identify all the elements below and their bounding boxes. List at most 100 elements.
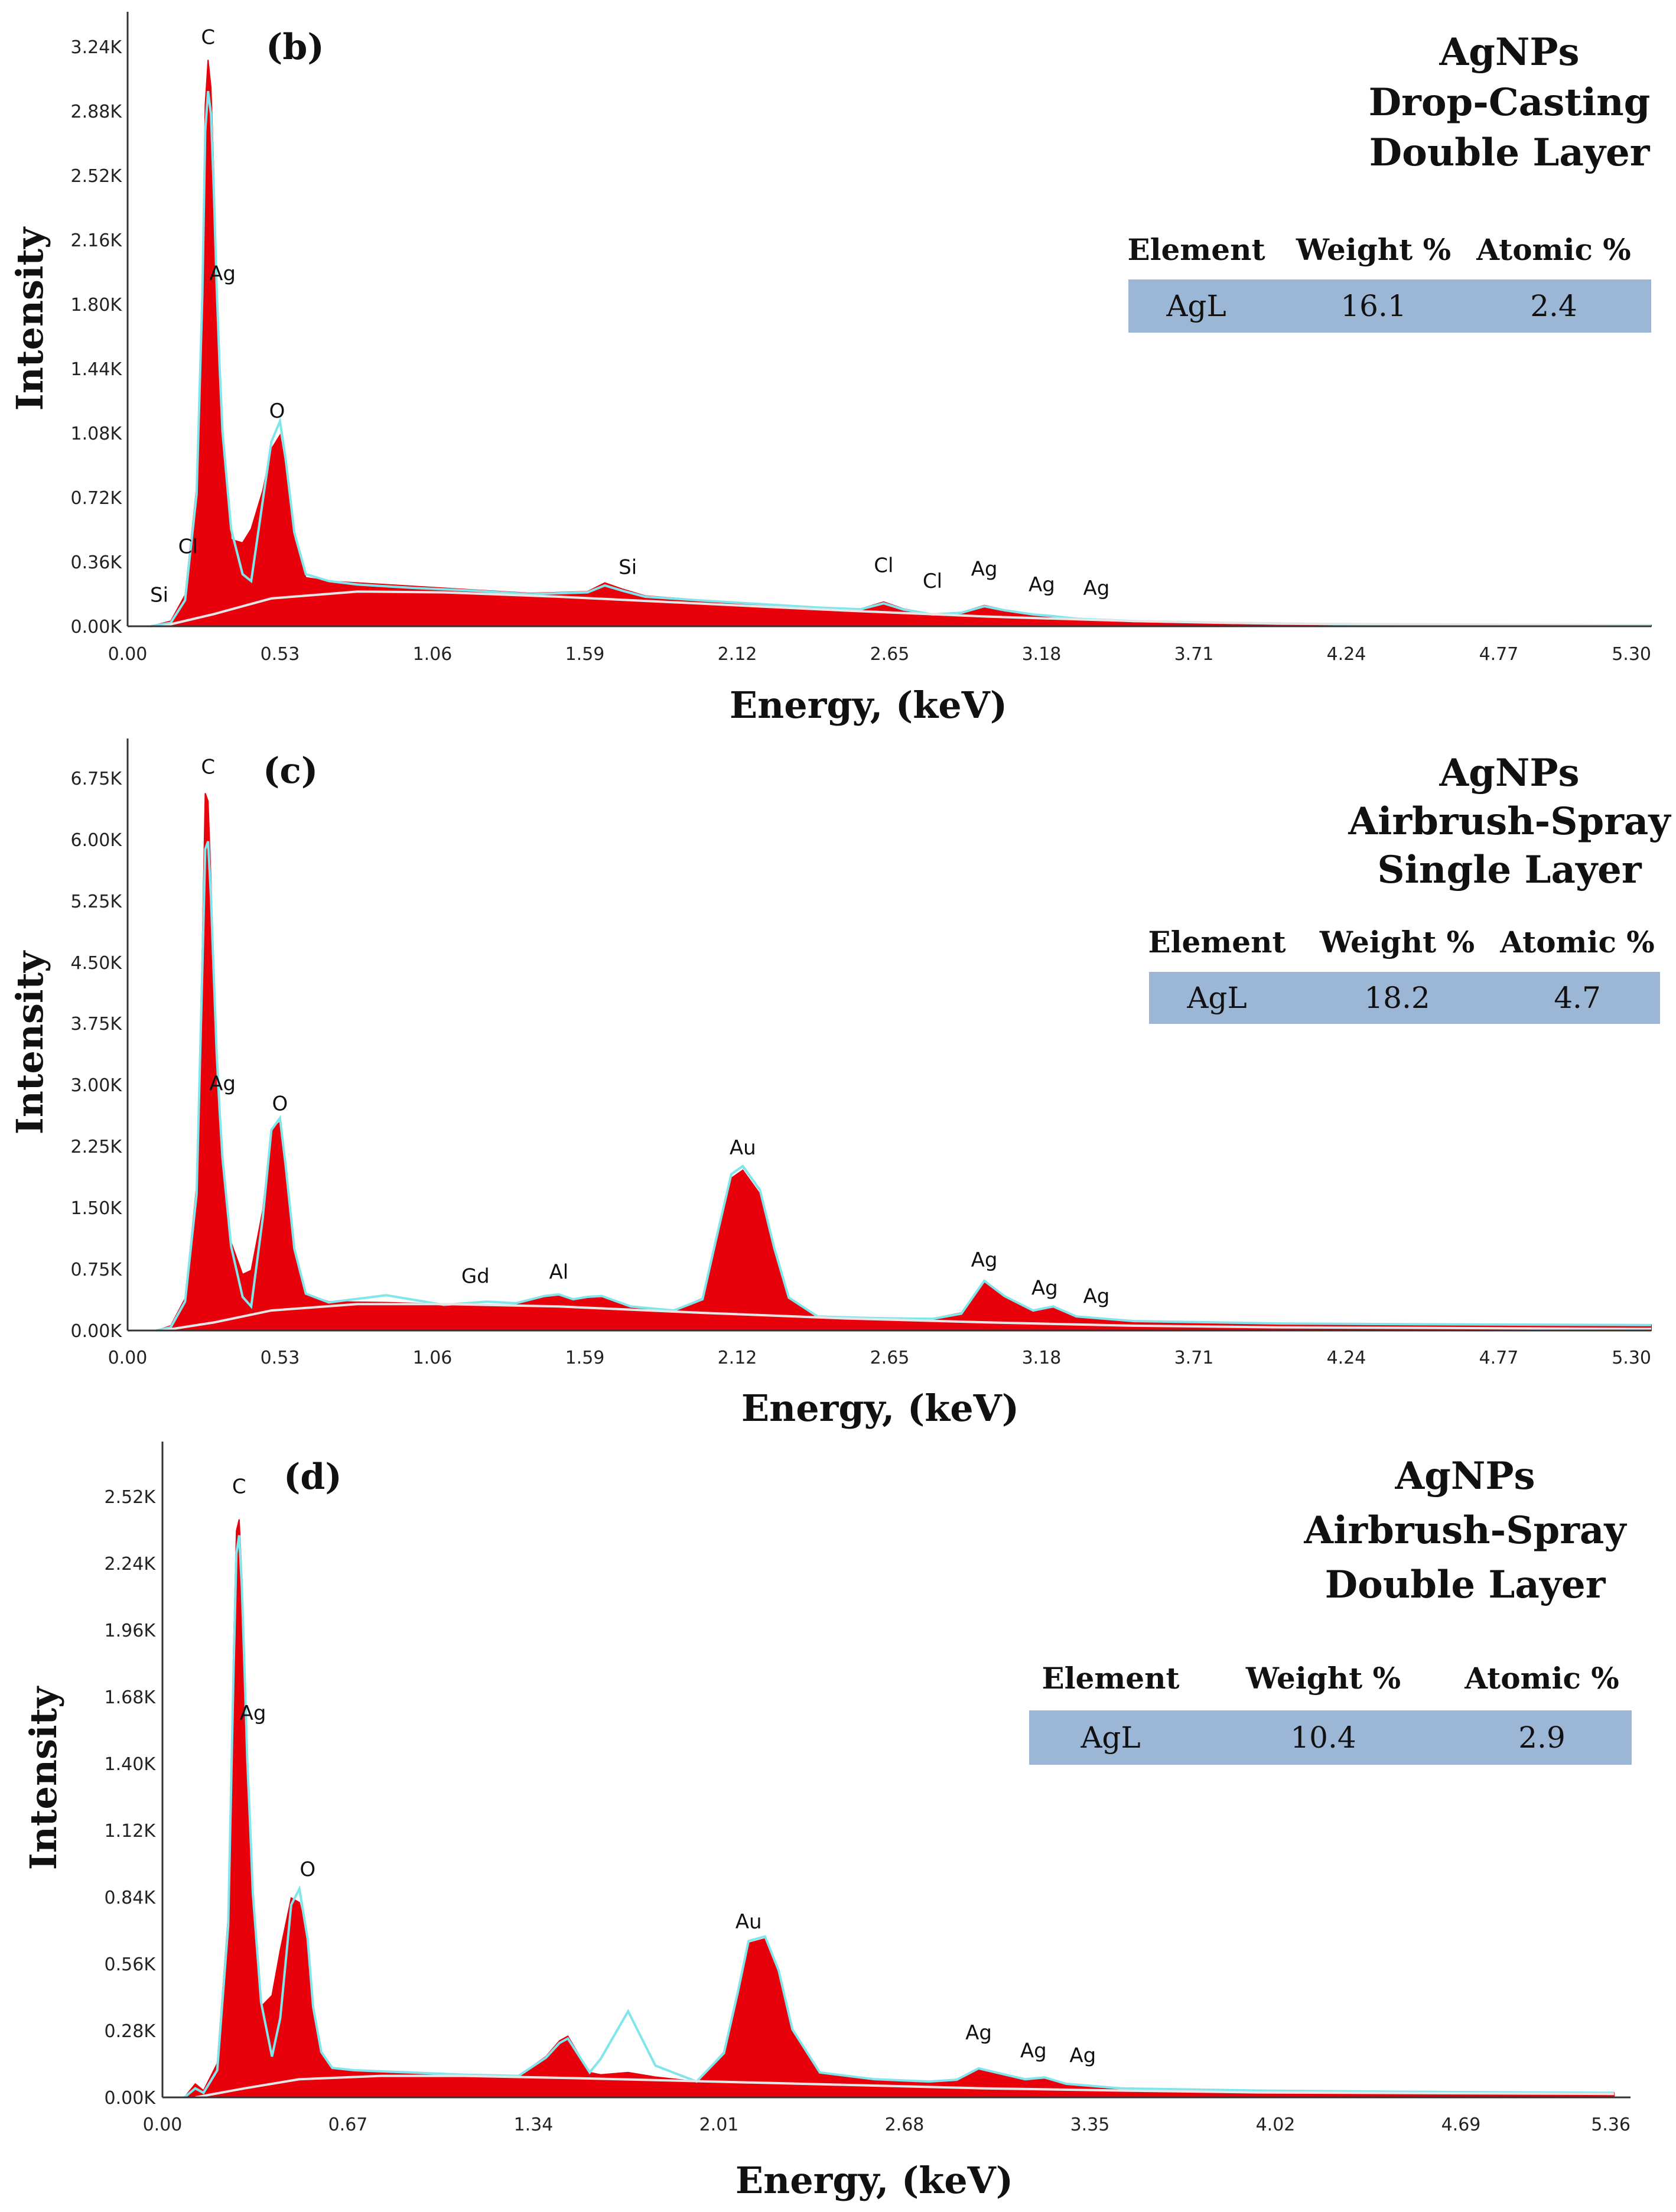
x-tick-label: 0.00 [108,644,148,665]
x-axis-title: Energy, (keV) [741,1387,1019,1430]
x-tick-label: 3.71 [1174,1348,1214,1368]
y-tick-label: 4.50K [71,953,123,974]
peak-label: Ag [209,1072,236,1096]
y-tick-label: 0.72K [71,488,123,509]
y-tick-label: 0.75K [71,1260,123,1280]
y-tick-label: 5.25K [71,892,123,912]
composition-table-c: Element Weight % Atomic % AgL 18.2 4.7 [1148,925,1660,1024]
table-cell-weight: 16.1 [1340,289,1406,323]
table-header-weight: Weight % [1319,925,1475,959]
background-curve [161,590,1652,627]
axes-c [126,739,1651,1332]
y-tick-label: 6.00K [71,830,123,851]
y-tick-label: 1.08K [71,424,123,444]
y-tick-label: 1.12K [105,1821,157,1842]
x-tick-label: 0.00 [143,2115,183,2135]
y-tick-label: 1.50K [71,1198,123,1219]
x-tick-label: 5.30 [1612,644,1651,665]
table-header-atomic: Atomic % [1499,925,1655,959]
peak-label: Cl [874,554,893,578]
y-tick-label: 0.00K [71,1321,123,1342]
spectra-b [150,60,1652,627]
y-tick-label: 0.56K [105,1954,157,1975]
y-tick-label: 6.75K [71,769,123,789]
y-tick-label: 1.80K [71,295,123,315]
peak-label: O [269,399,285,423]
y-tick-label: 2.24K [105,1554,157,1575]
peak-label: Ag [1029,573,1055,597]
peak-label: C [232,1475,246,1498]
y-tick-label: 0.00K [105,2088,157,2109]
table-cell-atomic: 4.7 [1554,981,1601,1015]
ticks-c: 0.00K 0.75K 1.50K 2.25K 3.00K 3.75K 4.50… [71,769,1651,1368]
y-tick-label: 3.24K [71,37,123,58]
x-tick-label: 4.24 [1327,1348,1366,1368]
panel-label: (b) [266,27,324,68]
peak-label: O [272,1092,288,1116]
peak-label: Al [549,1261,569,1284]
table-header-element: Element [1042,1661,1179,1696]
peak-label: Ag [965,2021,992,2045]
peak-label: Ag [971,1248,998,1272]
x-tick-label: 1.59 [565,1348,605,1368]
x-tick-label: 0.53 [261,644,300,665]
y-tick-label: 3.75K [71,1014,123,1035]
x-tick-label: 1.34 [514,2115,554,2135]
peak-label: Si [150,584,168,607]
table-row-background [1029,1710,1632,1765]
panel-label: (d) [284,1456,342,1498]
table-header-weight: Weight % [1245,1661,1401,1696]
table-cell-weight: 18.2 [1364,981,1430,1015]
table-cell-element: AgL [1080,1720,1140,1755]
table-header-element: Element [1127,232,1265,267]
panel-label: (c) [263,750,318,792]
table-cell-weight: 10.4 [1290,1720,1356,1755]
panel-d: 0.00K 0.28K 0.56K 0.84K 1.12K 1.40K 1.68… [22,1442,1632,2202]
y-tick-label: 0.36K [71,552,123,573]
y-tick-label: 0.28K [105,2021,157,2042]
ticks-b: 0.00K 0.36K 0.72K 1.08K 1.44K 1.80K 2.16… [71,37,1651,665]
y-tick-label: 2.88K [71,102,123,122]
x-tick-label: 0.53 [261,1348,300,1368]
chart-title-line: Airbrush-Spray [1303,1508,1627,1553]
chart-title-line: AgNPs [1439,751,1579,795]
chart-title-line: Drop-Casting [1369,80,1651,125]
y-tick-label: 2.25K [71,1137,123,1157]
table-cell-element: AgL [1186,981,1247,1015]
peak-label: Au [730,1136,756,1160]
panel-b: 0.00K 0.36K 0.72K 1.08K 1.44K 1.80K 2.16… [8,12,1652,727]
x-tick-label: 4.69 [1441,2115,1481,2135]
peak-labels-c: C Ag O Gd Al Au Ag Ag Ag [201,755,1109,1308]
y-tick-label: 2.52K [105,1487,157,1508]
chart-title-line: Airbrush-Spray [1348,799,1671,844]
fit-curve [183,1535,1615,2099]
peak-label: O [300,1858,315,1882]
spectra-d [183,1519,1615,2099]
x-tick-label: 2.12 [718,644,757,665]
composition-table-d: Element Weight % Atomic % AgL 10.4 2.9 [1029,1661,1632,1765]
y-tick-label: 3.00K [71,1075,123,1096]
x-tick-label: 4.02 [1256,2115,1296,2135]
peak-labels-d: C Ag O Au Ag Ag Ag [232,1475,1096,2067]
spectra-c [156,793,1652,1332]
x-tick-label: 1.06 [413,644,453,665]
x-tick-label: 5.36 [1591,2115,1631,2135]
composition-table-b: Element Weight % Atomic % AgL 16.1 2.4 [1127,232,1651,333]
table-cell-atomic: 2.4 [1530,289,1577,323]
peak-label: C [201,755,215,779]
x-tick-label: 3.18 [1022,1348,1062,1368]
y-tick-label: 2.52K [71,166,123,187]
table-row-background [1128,279,1651,333]
fit-curve [156,841,1652,1332]
y-tick-label: 1.96K [105,1621,157,1641]
x-tick-label: 2.65 [870,644,910,665]
chart-title-line: Double Layer [1325,1563,1606,1607]
x-tick-label: 0.67 [328,2115,368,2135]
peak-label: Cl [923,570,942,593]
x-tick-label: 4.24 [1327,644,1366,665]
y-axis-title: Intensity [8,226,51,411]
peak-label: C [201,26,215,50]
table-header-atomic: Atomic % [1464,1661,1619,1696]
x-tick-label: 3.18 [1022,644,1062,665]
chart-title-line: Single Layer [1377,848,1642,892]
